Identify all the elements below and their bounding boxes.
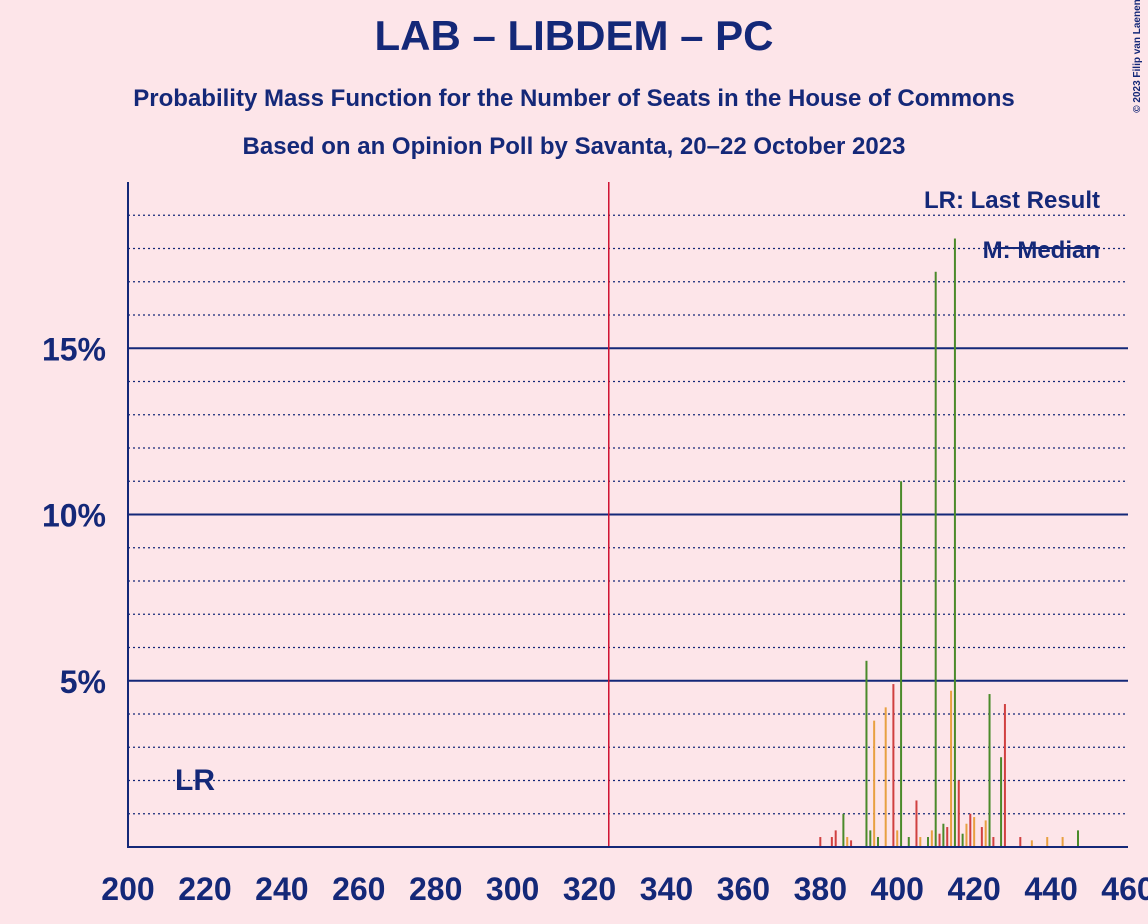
bar — [973, 817, 976, 847]
last-result-label: LR — [175, 764, 215, 797]
bar — [927, 837, 929, 847]
bar — [915, 800, 918, 847]
y-tick-label: 5% — [60, 664, 106, 700]
bar — [865, 660, 868, 847]
chart-subtitle: Probability Mass Function for the Number… — [133, 85, 1014, 112]
x-tick-label: 200 — [101, 871, 154, 907]
bar — [1000, 757, 1003, 847]
y-tick-label: 15% — [42, 331, 106, 367]
x-tick-label: 300 — [486, 871, 539, 907]
bar — [900, 481, 903, 847]
bar — [830, 837, 833, 847]
bar — [846, 837, 849, 847]
grid — [128, 214, 1128, 815]
chart-title: LAB – LIBDEM – PC — [374, 12, 773, 59]
bar — [869, 830, 872, 847]
bar — [834, 830, 837, 847]
bar — [1077, 830, 1079, 847]
bar — [842, 813, 845, 847]
bar — [946, 827, 949, 847]
bar — [1019, 837, 1022, 847]
bar — [961, 833, 964, 847]
x-tick-label: 460 — [1101, 871, 1148, 907]
bar — [965, 823, 968, 847]
bar — [892, 684, 895, 847]
x-tick-label: 260 — [332, 871, 385, 907]
bar — [1030, 840, 1033, 847]
bar — [950, 690, 953, 847]
y-tick-label: 10% — [42, 498, 106, 534]
x-tick-label: 420 — [947, 871, 1000, 907]
copyright: © 2023 Filip van Laenen — [1132, 0, 1143, 113]
bar — [953, 238, 956, 847]
bar — [896, 830, 899, 847]
bar — [1046, 837, 1049, 847]
bar — [969, 813, 972, 847]
bar — [1003, 704, 1006, 847]
bar — [984, 820, 987, 847]
bar — [873, 720, 876, 847]
bar — [988, 694, 991, 847]
x-tick-label: 400 — [871, 871, 924, 907]
bar — [884, 707, 887, 847]
bar — [992, 837, 995, 847]
x-tick-label: 360 — [717, 871, 770, 907]
x-tick-label: 240 — [255, 871, 308, 907]
x-tick-label: 340 — [640, 871, 693, 907]
x-tick-label: 220 — [178, 871, 231, 907]
bar — [942, 823, 945, 847]
chart-subtitle: Based on an Opinion Poll by Savanta, 20–… — [243, 133, 906, 160]
x-tick-label: 280 — [409, 871, 462, 907]
bar — [1061, 837, 1064, 847]
bar — [819, 837, 822, 847]
bar — [919, 837, 922, 847]
bar — [980, 827, 983, 847]
bar — [877, 837, 879, 847]
bar — [907, 837, 910, 847]
x-tick-label: 440 — [1024, 871, 1077, 907]
legend-median: M: Median — [983, 237, 1100, 264]
bar — [930, 830, 933, 847]
x-tick-label: 320 — [563, 871, 616, 907]
bar — [850, 840, 853, 847]
x-tick-label: 380 — [794, 871, 847, 907]
bar — [957, 780, 960, 847]
bar — [938, 833, 941, 847]
legend-last-result: LR: Last Result — [924, 187, 1100, 214]
marks — [608, 182, 1079, 847]
bar — [934, 271, 937, 847]
